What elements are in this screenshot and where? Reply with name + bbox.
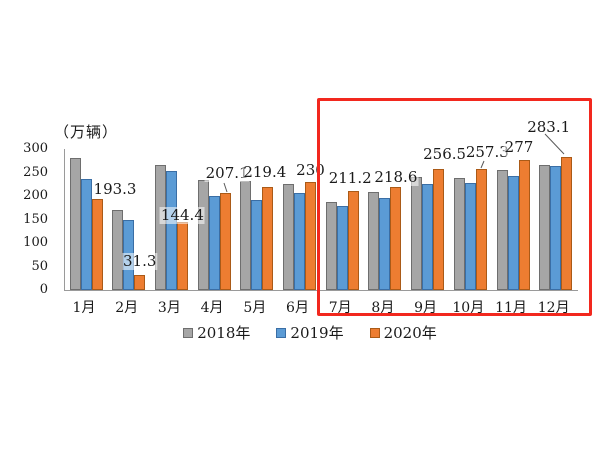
data-label-month11: 277 <box>503 138 535 156</box>
bar-series2-month3 <box>176 222 188 290</box>
bar-series1-month9 <box>422 184 434 290</box>
legend-item-2019: 2019年 <box>276 322 344 343</box>
bar-series0-month3 <box>154 165 166 290</box>
bar-series2-month9 <box>433 169 445 290</box>
bar-series1-month8 <box>379 198 391 290</box>
bar-series2-month4 <box>219 193 231 290</box>
data-label-month4: 207.1 <box>204 164 250 182</box>
bar-series0-month7 <box>325 202 337 290</box>
x-tick-label: 12月 <box>537 300 570 316</box>
y-tick-label: 300 <box>23 141 48 156</box>
bar-series0-month10 <box>453 178 465 290</box>
y-tick-label: 200 <box>23 188 48 203</box>
y-tick-label: 100 <box>23 235 48 250</box>
bar-series2-month5 <box>262 187 274 290</box>
legend-swatch-icon <box>276 327 287 338</box>
data-label-month9: 256.5 <box>422 145 468 163</box>
y-tick-label: 0 <box>39 282 48 297</box>
x-tick-label: 5月 <box>243 300 267 316</box>
x-tick-label: 7月 <box>328 300 352 316</box>
bar-series0-month12 <box>539 165 551 290</box>
leader-line <box>223 182 228 193</box>
data-label-month3: 144.4 <box>159 206 205 224</box>
bar-series0-month6 <box>283 184 294 290</box>
x-tick-label: 4月 <box>200 300 224 316</box>
bar-series2-month6 <box>305 182 316 290</box>
y-tick-label: 50 <box>31 258 48 274</box>
y-tick-label: 150 <box>23 211 48 227</box>
data-label-month6: 230 <box>295 161 326 179</box>
data-label-month1: 193.3 <box>92 180 138 198</box>
bar-series2-month1 <box>91 199 103 290</box>
bar-series0-month9 <box>411 177 423 290</box>
bar-series0-month1 <box>69 158 81 290</box>
legend-item-2018: 2018年 <box>183 322 250 343</box>
bar-series2-month7 <box>347 191 359 290</box>
legend-item-2020: 2020年 <box>369 322 437 343</box>
bar-series0-month8 <box>368 192 380 290</box>
data-label-month12: 283.1 <box>526 118 572 136</box>
x-tick-label: 1月 <box>72 300 96 316</box>
bar-series1-month7 <box>336 206 348 290</box>
bar-series2-month12 <box>561 157 573 290</box>
bar-series0-month5 <box>240 181 252 290</box>
legend-label: 2020年 <box>383 324 437 342</box>
x-tick-label: 2月 <box>115 300 139 316</box>
x-tick-label: 6月 <box>286 300 309 316</box>
bar-series1-month3 <box>165 171 177 290</box>
legend-label: 2018年 <box>197 324 251 342</box>
y-tick-label: 250 <box>23 164 48 180</box>
bar-series2-month10 <box>475 169 487 290</box>
bar-series2-month8 <box>390 187 402 290</box>
leader-line <box>480 160 485 169</box>
leader-line <box>544 133 565 155</box>
y-axis-line <box>64 149 65 291</box>
x-tick-label: 8月 <box>371 300 395 316</box>
bar-series1-month5 <box>251 200 263 290</box>
data-label-month5: 219.4 <box>242 163 288 181</box>
legend: 2018年 2019年 2020年 <box>10 322 600 343</box>
bar-series0-month11 <box>496 170 508 290</box>
legend-swatch-icon <box>369 327 380 338</box>
data-label-month2: 31.3 <box>121 252 158 270</box>
bar-series1-month4 <box>208 196 220 290</box>
bar-series0-month2 <box>112 210 124 290</box>
data-label-month10: 257.3 <box>464 143 510 161</box>
legend-label: 2019年 <box>290 324 344 342</box>
bar-series2-month2 <box>134 275 146 290</box>
x-tick-label: 10月 <box>452 300 485 316</box>
y-axis-unit-label: （万辆） <box>54 123 119 141</box>
x-axis-line <box>64 290 578 291</box>
bar-series1-month6 <box>294 193 305 290</box>
bar-series2-month11 <box>518 160 530 290</box>
data-label-month7: 211.2 <box>327 169 373 187</box>
x-tick-label: 11月 <box>495 300 527 316</box>
legend-swatch-icon <box>183 327 194 338</box>
bar-series1-month12 <box>550 166 562 290</box>
bar-series1-month1 <box>80 179 92 290</box>
x-tick-label: 3月 <box>157 300 181 316</box>
x-tick-label: 9月 <box>414 300 438 316</box>
data-label-month8: 218.6 <box>373 168 419 186</box>
bar-series1-month10 <box>464 183 476 290</box>
bar-series0-month4 <box>197 180 209 290</box>
bar-series1-month11 <box>507 176 519 290</box>
